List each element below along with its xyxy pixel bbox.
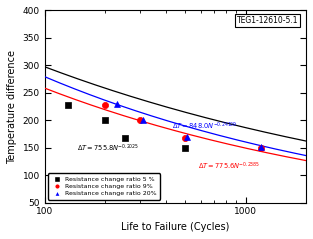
Point — [103, 103, 108, 107]
Point — [122, 136, 127, 140]
Text: $\Delta T = 848.0N^{-0.24109}$: $\Delta T = 848.0N^{-0.24109}$ — [172, 121, 238, 132]
Text: $\Delta T = 755.8N^{-0.2025}$: $\Delta T = 755.8N^{-0.2025}$ — [77, 143, 139, 154]
Point — [182, 136, 187, 140]
Point — [259, 146, 264, 150]
Text: TEG1-12610-5.1: TEG1-12610-5.1 — [237, 16, 298, 25]
Point — [182, 146, 187, 150]
Point — [65, 103, 70, 107]
Point — [259, 145, 264, 149]
Point — [138, 118, 143, 122]
Y-axis label: Temperature difference: Temperature difference — [7, 49, 17, 163]
Point — [103, 118, 108, 122]
Legend: Resistance change ratio 5 %, Resistance change ratio 9%, Resistance change ratio: Resistance change ratio 5 %, Resistance … — [48, 173, 160, 200]
Point — [141, 118, 146, 122]
Point — [115, 102, 120, 106]
X-axis label: Life to Failure (Cycles): Life to Failure (Cycles) — [121, 222, 229, 232]
Point — [184, 135, 189, 139]
Text: $\Delta T = 775.6N^{-0.2385}$: $\Delta T = 775.6N^{-0.2385}$ — [198, 160, 260, 172]
